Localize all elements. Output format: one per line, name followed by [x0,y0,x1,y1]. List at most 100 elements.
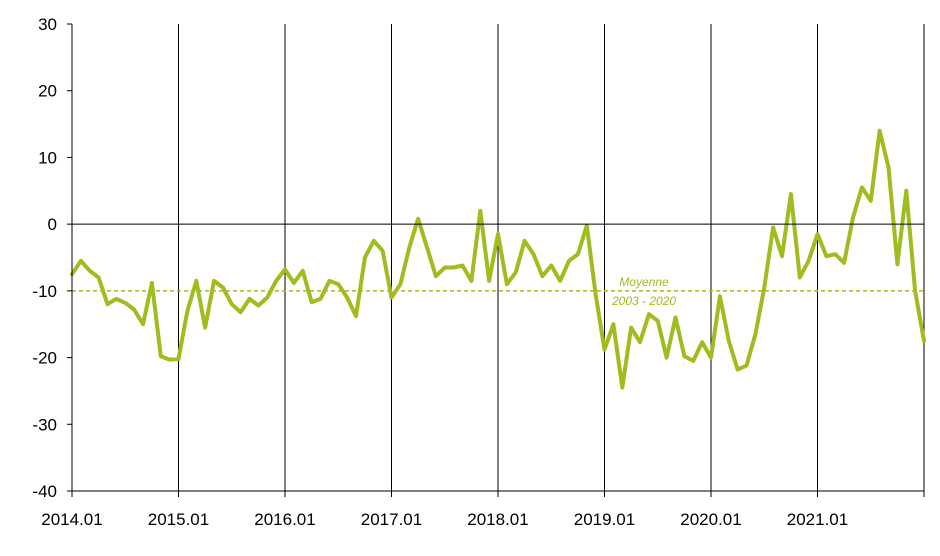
data-point [665,356,669,360]
data-point [718,294,722,298]
data-point [363,255,367,260]
data-point [762,285,766,290]
data-point [540,274,545,278]
data-point [895,262,900,266]
data-point [239,310,243,314]
data-point [851,215,855,220]
data-point [727,339,731,343]
data-point [531,252,536,256]
x-tick-label: 2017.01 [361,510,422,529]
y-tick-label: 20 [38,82,57,101]
data-point [389,295,394,300]
data-point [567,259,571,263]
x-tick-label: 2015.01 [148,510,209,529]
series-layer [70,128,926,390]
data-point [203,326,207,330]
data-point [443,265,447,270]
data-point [789,192,793,196]
data-point [274,279,278,283]
data-point [922,339,926,343]
data-point [381,249,385,253]
data-point [691,359,695,363]
data-point [860,185,864,189]
data-point [842,261,846,265]
y-tick-label: 0 [48,215,57,234]
data-point [886,165,891,169]
data-point [478,209,482,213]
data-point [913,289,917,293]
data-point [354,314,358,318]
data-point [452,265,456,270]
data-point [611,322,616,326]
data-point [230,302,234,306]
data-point [682,354,687,358]
data-point [256,303,260,308]
data-point [159,354,163,358]
x-tick-label: 2016.01 [254,510,315,529]
average-label-line2: 2003 - 2020 [611,294,676,308]
data-point [372,239,376,243]
data-point [283,267,287,272]
data-point [265,295,269,300]
data-point [185,309,189,313]
data-point [656,319,660,323]
data-point [878,129,882,133]
data-point [88,269,92,273]
data-point [523,239,527,243]
y-tick-label: -40 [32,482,57,501]
x-tick-label: 2020.01 [680,510,741,529]
data-point [629,326,633,330]
y-tick-label: -30 [32,415,57,434]
data-point [97,275,101,280]
data-point [824,254,829,258]
data-point [744,364,749,368]
data-point [833,252,837,256]
data-point [434,274,438,278]
data-point [407,245,411,250]
data-point [496,232,500,236]
data-point [301,269,305,273]
x-tick-label: 2014.01 [41,510,102,529]
data-point [310,300,314,304]
data-point [292,281,296,285]
data-point [123,301,127,305]
data-point [576,252,580,256]
x-tick-labels: 2014.01 2015.01 2016.01 2017.01 2018.01 2019.… [41,491,925,529]
data-point [247,297,252,301]
data-point [673,315,678,320]
data-point [487,279,491,283]
data-point [771,225,775,230]
data-point [753,332,758,336]
y-tick-label: -20 [32,349,57,368]
y-tick-label: 10 [38,148,57,167]
data-point [700,340,704,344]
data-point [505,282,509,286]
data-point [647,312,651,316]
data-point [168,358,172,362]
data-point [425,245,429,250]
data-point [594,292,598,296]
data-point [132,307,136,312]
data-point [709,356,713,360]
data-point [780,254,784,258]
x-tick-label: 2019.01 [574,510,635,529]
data-point [105,302,110,306]
data-point [416,217,420,221]
data-point [869,199,873,203]
data-point [221,285,225,290]
data-point [514,270,518,274]
data-point [318,297,323,301]
data-point [602,348,607,352]
data-point [141,322,145,326]
data-point [549,263,553,268]
x-tick-label: 2018.01 [467,510,528,529]
data-point [79,259,83,263]
data-point [620,386,624,390]
data-point [638,340,642,344]
data-point [398,282,402,286]
data-point [336,282,340,286]
y-tick-label: -10 [32,282,57,301]
data-point [345,295,349,300]
data-point [798,275,802,280]
